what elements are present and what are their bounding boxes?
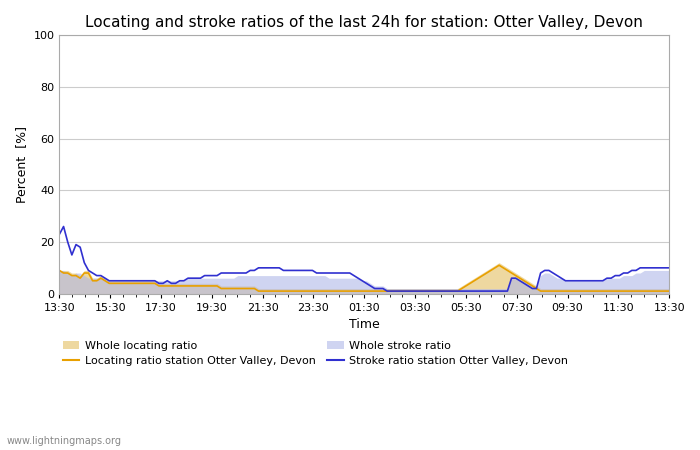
X-axis label: Time: Time	[349, 318, 379, 331]
Text: www.lightningmaps.org: www.lightningmaps.org	[7, 436, 122, 446]
Title: Locating and stroke ratios of the last 24h for station: Otter Valley, Devon: Locating and stroke ratios of the last 2…	[85, 15, 643, 30]
Y-axis label: Percent  [%]: Percent [%]	[15, 126, 28, 203]
Legend: Whole locating ratio, Locating ratio station Otter Valley, Devon, Whole stroke r: Whole locating ratio, Locating ratio sta…	[58, 336, 573, 371]
